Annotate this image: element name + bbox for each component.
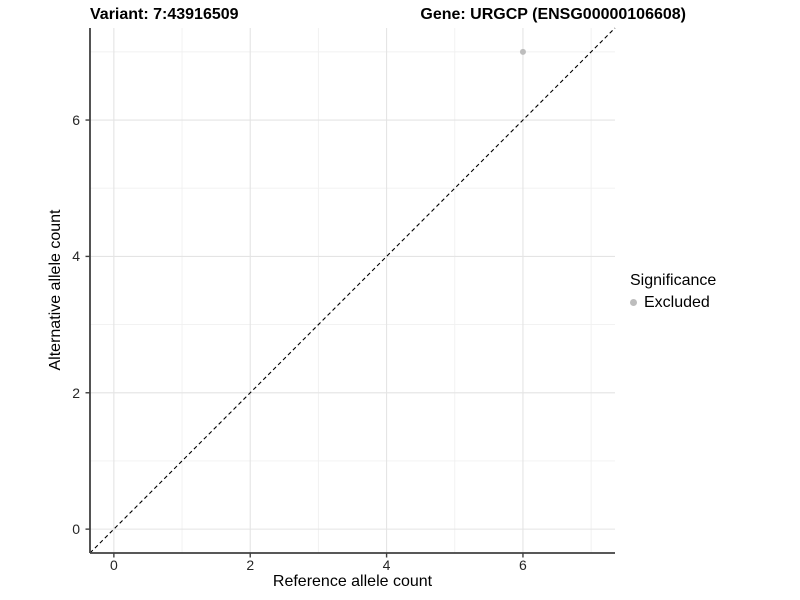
legend-item-label: Excluded [644, 294, 710, 311]
y-tick-label: 6 [72, 112, 80, 129]
legend-title: Significance [630, 272, 717, 289]
legend-marker-icon [630, 299, 637, 306]
y-tick-label: 0 [72, 521, 80, 538]
x-tick-label: 2 [246, 557, 255, 573]
x-tick-label: 0 [109, 557, 118, 573]
y-tick-label: 4 [72, 248, 80, 265]
plot-panel [85, 27, 616, 558]
x-tick-label: 4 [382, 557, 391, 573]
x-tick-label: 6 [519, 557, 527, 573]
plot-title-row: Variant: 7:43916509 Gene: URGCP (ENSG000… [90, 5, 686, 24]
plot-title-gene: Gene: URGCP (ENSG00000106608) [420, 6, 686, 23]
x-axis-title: Reference allele count [272, 573, 433, 590]
y-axis-title: Alternative allele count [47, 209, 64, 371]
plot-title-variant: Variant: 7:43916509 [90, 6, 239, 23]
legend: Significance Excluded [630, 271, 716, 312]
legend-item-excluded: Excluded [630, 293, 716, 312]
y-tick-label: 2 [72, 384, 80, 401]
